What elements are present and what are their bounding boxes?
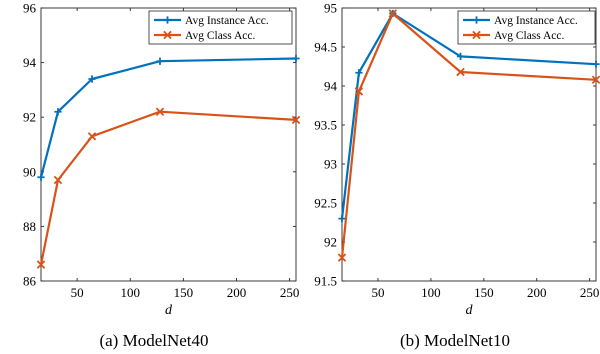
y-tick-label: 94.5 <box>314 40 337 55</box>
caption-modelnet10: (b) ModelNet10 <box>400 331 510 350</box>
series-line-class <box>39 110 297 265</box>
data-point-instance <box>592 60 600 68</box>
data-point-instance <box>37 173 45 181</box>
legend: Avg Instance Acc. Avg Class Acc. <box>457 10 596 45</box>
y-tick-label: 90 <box>23 164 36 179</box>
series-line-class <box>340 12 597 258</box>
legend-marker <box>472 30 481 40</box>
x-tick-label: 50 <box>71 285 84 300</box>
y-tick-label: 95 <box>324 1 337 16</box>
data-point-class <box>87 132 97 141</box>
legend-box <box>148 10 293 45</box>
x-axis-label: d <box>466 303 474 318</box>
x-tick-label: 50 <box>371 285 384 300</box>
data-point-instance <box>338 215 346 223</box>
x-tick-label: 250 <box>280 285 300 300</box>
chart-modelnet40: 50 100 150 200 250 86 88 90 92 94 96 d Avg Instance … <box>23 1 301 318</box>
data-point-class <box>456 67 465 77</box>
data-point-instance <box>292 54 300 63</box>
data-point-instance <box>456 52 465 60</box>
data-point-class <box>53 175 63 185</box>
data-point-instance <box>54 108 62 116</box>
data-point-class <box>388 9 398 18</box>
y-tick-label: 88 <box>23 219 36 234</box>
plot-area <box>40 7 297 282</box>
plot-area <box>341 7 597 282</box>
y-tick-label: 94 <box>23 55 37 70</box>
legend-marker <box>163 30 172 40</box>
y-tick-label: 96 <box>23 1 37 16</box>
legend-label: Avg Instance Acc. <box>185 15 269 27</box>
chart-modelnet10: 50 100 150 200 250 91.5 92 92.5 93 93.5 94 94.5 95 d A… <box>314 1 600 318</box>
legend-label: Avg Class Acc. <box>185 30 256 42</box>
y-tick-label: 86 <box>23 274 37 289</box>
legend-label: Avg Instance Acc. <box>494 15 578 27</box>
legend: Avg Instance Acc. Avg Class Acc. <box>148 10 293 45</box>
legend-box <box>457 10 596 45</box>
y-tick-label: 93 <box>324 157 337 172</box>
y-tick-label: 94 <box>324 79 338 94</box>
y-tick-label: 92 <box>324 235 337 250</box>
data-point-class <box>354 87 364 96</box>
x-tick-label: 100 <box>421 285 441 300</box>
x-tick-label: 200 <box>227 285 247 300</box>
x-axis-label: d <box>165 303 173 318</box>
x-tick-label: 150 <box>174 285 194 300</box>
y-tick-label: 92.5 <box>314 196 337 211</box>
legend-label: Avg Class Acc. <box>494 30 565 42</box>
x-tick-label: 250 <box>580 285 600 300</box>
legend-marker <box>472 16 481 24</box>
y-tick-label: 92 <box>23 110 36 125</box>
data-point-instance <box>88 75 96 83</box>
x-tick-label: 100 <box>121 285 141 300</box>
data-point-instance <box>355 69 363 77</box>
data-point-class <box>591 75 600 84</box>
x-tick-label: 150 <box>474 285 494 300</box>
y-tick-label: 91.5 <box>314 274 337 289</box>
legend-marker <box>163 16 172 24</box>
x-tick-label: 200 <box>527 285 547 300</box>
data-point-class <box>337 253 347 262</box>
data-point-instance <box>156 57 164 65</box>
data-point-class <box>291 115 301 125</box>
y-tick-label: 93.5 <box>314 118 337 133</box>
caption-modelnet40: (a) ModelNet40 <box>99 331 208 350</box>
data-point-class <box>36 260 46 269</box>
data-point-class <box>155 107 165 116</box>
